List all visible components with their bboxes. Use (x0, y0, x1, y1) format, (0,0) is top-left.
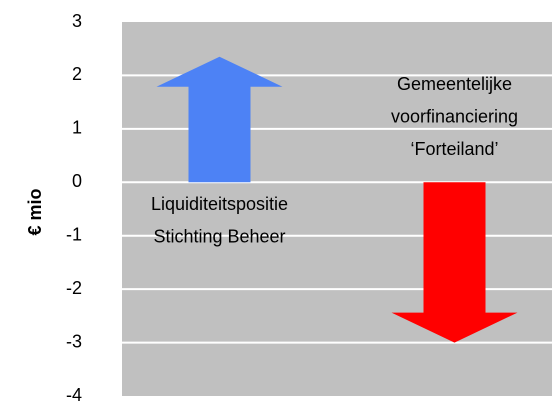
y-tick-label: -4 (66, 385, 82, 404)
arrow-label: ‘Forteiland’ (410, 139, 498, 159)
arrow (156, 56, 283, 183)
arrow-label: voorfinanciering (391, 107, 518, 127)
y-tick-label: -1 (66, 224, 82, 244)
y-axis-label: € mio (25, 188, 45, 235)
arrow-label: Liquiditeitspositie (151, 194, 288, 214)
arrow-label: Stichting Beheer (153, 227, 285, 247)
y-tick-label: 1 (72, 118, 82, 138)
y-tick-label: -2 (66, 278, 82, 298)
y-tick-label: -3 (66, 331, 82, 351)
y-tick-label: 0 (72, 171, 82, 191)
y-tick-label: 3 (72, 11, 82, 31)
arrow-label: Gemeentelijke (397, 74, 512, 94)
arrow (391, 182, 518, 343)
y-tick-label: 2 (72, 64, 82, 84)
